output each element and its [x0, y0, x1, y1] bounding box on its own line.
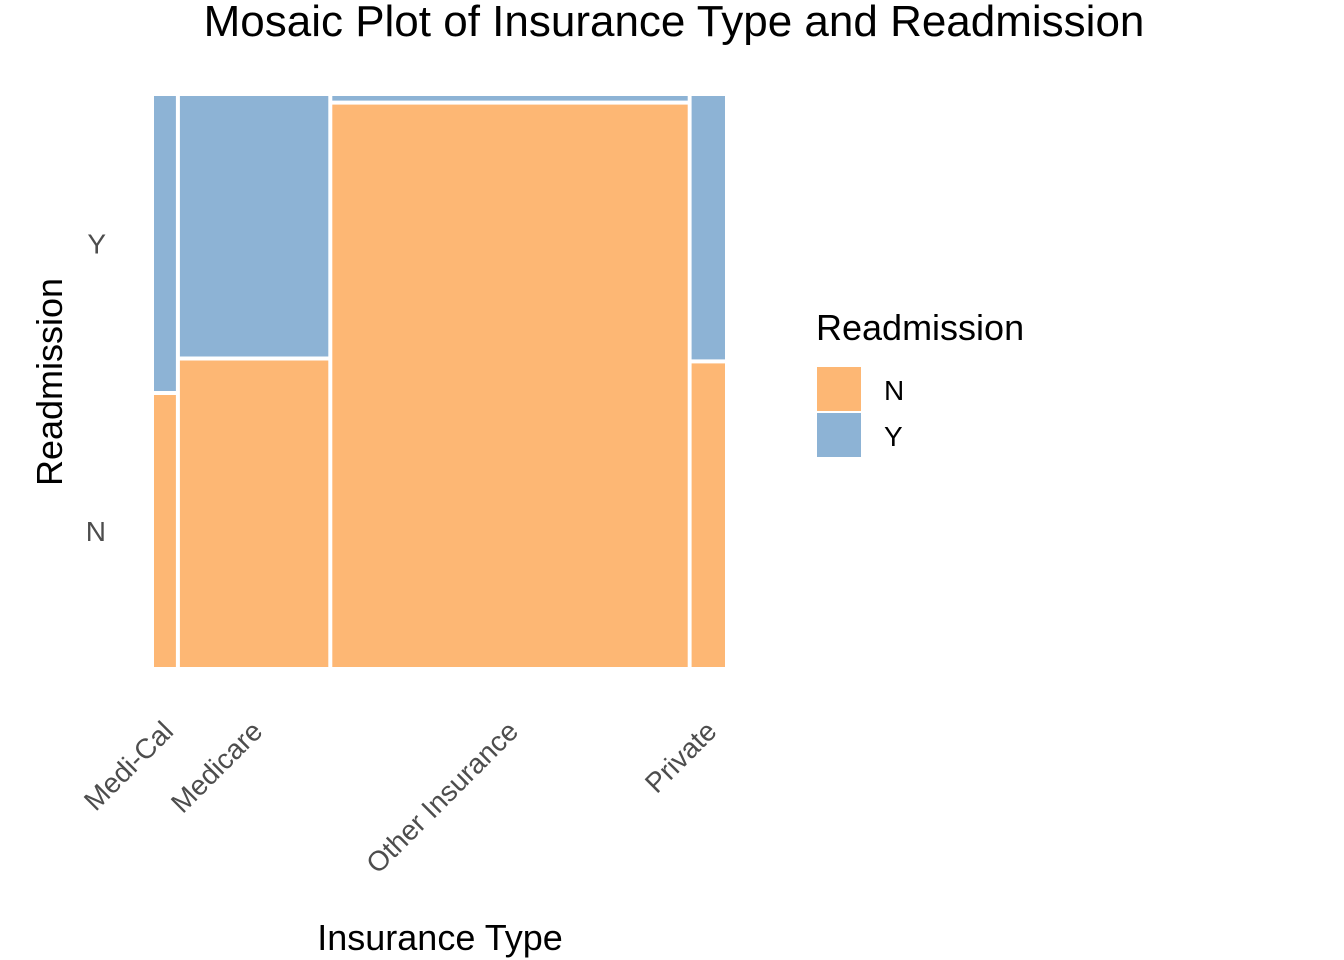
legend-title: Readmission — [816, 307, 1024, 348]
x-tick-label: Private — [639, 715, 723, 799]
legend: Readmission NY — [815, 307, 1024, 459]
x-tick-label: Medi-Cal — [78, 715, 179, 816]
legend-key-n — [815, 365, 863, 413]
y-tick-labels: NY — [86, 229, 107, 548]
x-tick-label: Other Insurance — [360, 715, 524, 879]
y-tick-label: Y — [87, 229, 106, 260]
tile-medi-cal-y — [154, 96, 176, 391]
legend-items: NY — [815, 365, 904, 459]
legend-key-y — [815, 411, 863, 459]
tile-other-insurance-y — [332, 96, 688, 101]
tile-private-y — [691, 96, 725, 360]
x-tick-label: Medicare — [165, 715, 268, 818]
x-axis-title: Insurance Type — [317, 917, 563, 958]
mosaic-tiles — [154, 96, 725, 668]
tile-private-n — [691, 363, 725, 667]
y-axis-title: Readmission — [29, 278, 70, 486]
tile-medi-cal-n — [154, 395, 176, 667]
y-tick-label: N — [86, 516, 106, 547]
tile-medicare-n — [179, 360, 329, 667]
legend-label: Y — [884, 421, 903, 452]
tile-other-insurance-n — [332, 104, 688, 668]
chart-title: Mosaic Plot of Insurance Type and Readmi… — [204, 0, 1145, 46]
tile-medicare-y — [179, 96, 329, 357]
legend-label: N — [884, 375, 904, 406]
